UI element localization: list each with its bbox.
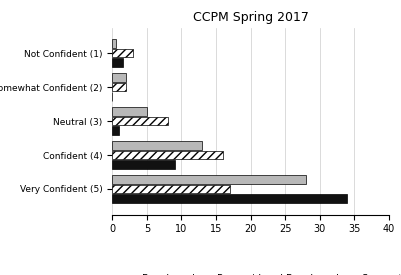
Bar: [112, 107, 147, 116]
Bar: [112, 117, 168, 125]
Bar: [112, 175, 306, 184]
Bar: [112, 126, 119, 135]
Bar: [112, 194, 347, 203]
Bar: [112, 82, 126, 91]
Bar: [112, 58, 123, 67]
Bar: [112, 160, 174, 169]
Bar: [112, 141, 202, 150]
Bar: [112, 185, 230, 193]
Bar: [112, 49, 133, 57]
Title: CCPM Spring 2017: CCPM Spring 2017: [193, 10, 308, 24]
Bar: [112, 151, 223, 160]
Legend: Benchmark, Reconsidered Benchmark, Summative: Benchmark, Reconsidered Benchmark, Summa…: [124, 270, 401, 275]
Bar: [112, 39, 116, 48]
Bar: [112, 73, 126, 82]
